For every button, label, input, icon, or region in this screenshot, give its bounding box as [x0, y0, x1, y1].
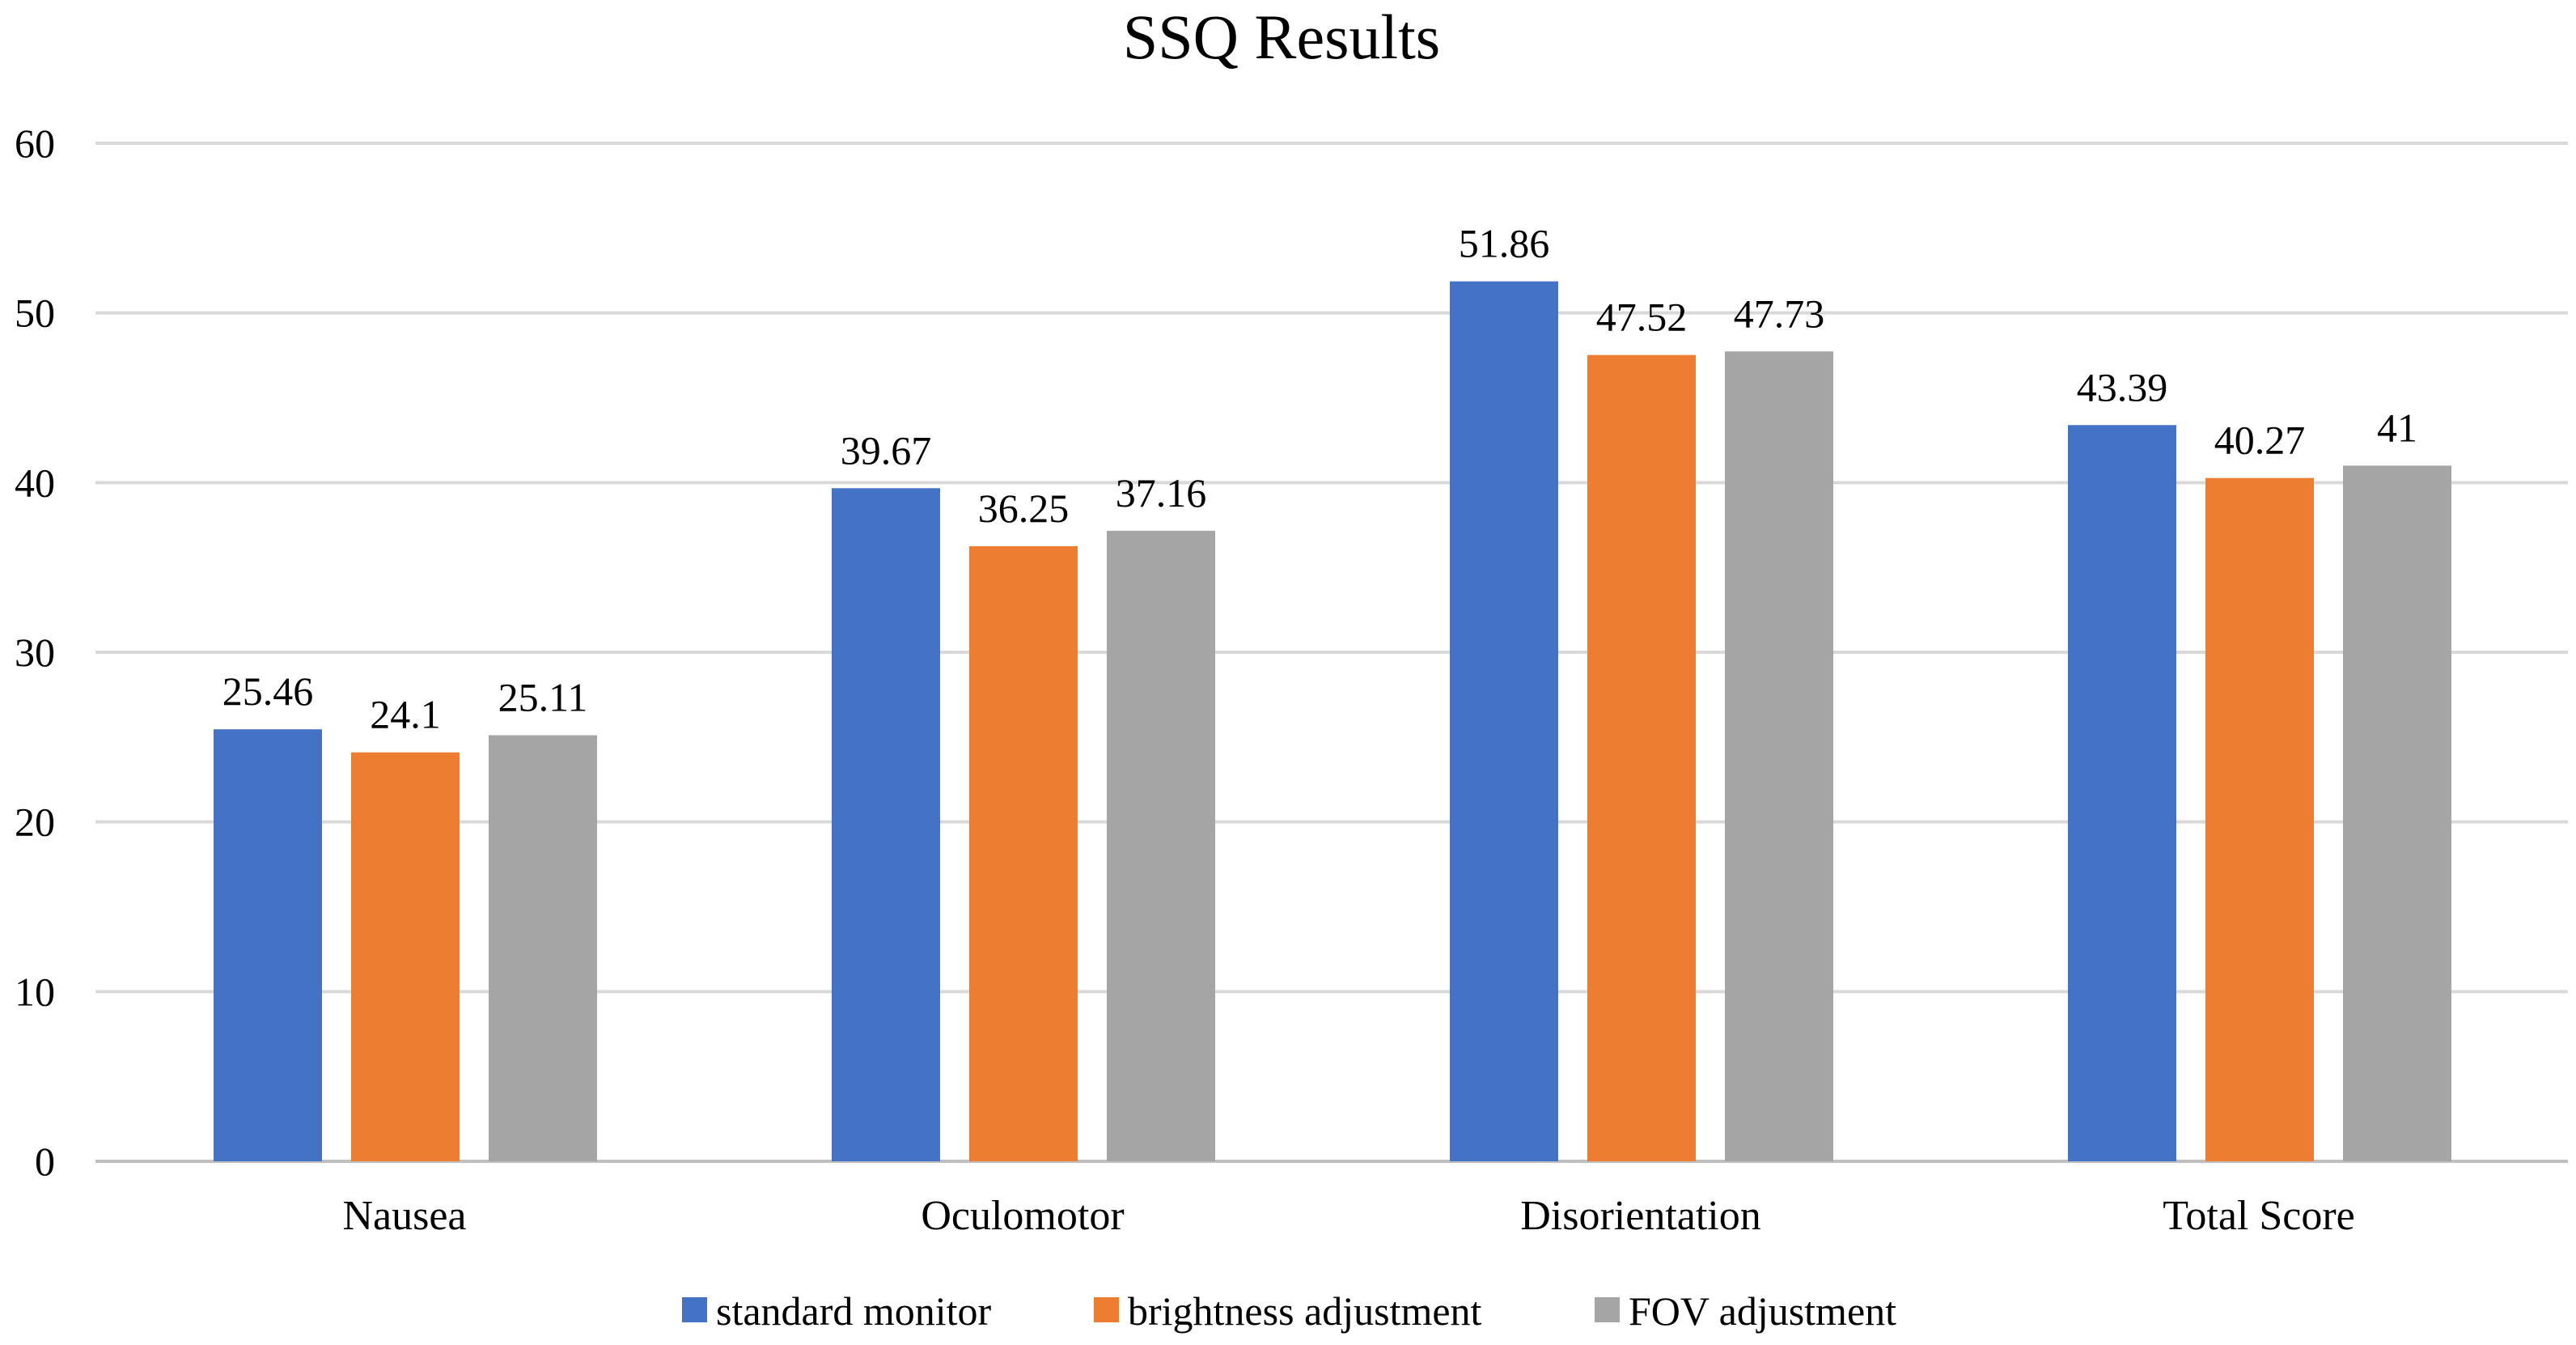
- bar: [351, 752, 460, 1161]
- gridlines: [95, 142, 2568, 1163]
- bar: [1107, 530, 1215, 1161]
- data-label: 25.11: [498, 675, 588, 720]
- y-tick-label: 40: [15, 460, 55, 505]
- y-tick-label: 10: [15, 969, 55, 1014]
- bars: [214, 281, 2451, 1161]
- bar: [832, 488, 940, 1161]
- y-tick-label: 20: [15, 800, 55, 845]
- data-label: 47.73: [1734, 291, 1825, 336]
- bar: [2205, 477, 2314, 1161]
- x-axis-categories: Nausea Oculomotor Disorientation Total Scor…: [342, 1193, 2354, 1239]
- legend-label: standard monitor: [716, 1288, 992, 1334]
- legend: standard monitor brightness adjustment FOV…: [682, 1288, 1896, 1334]
- data-label: 36.25: [978, 486, 1070, 531]
- legend-label: brightness adjustment: [1128, 1288, 1482, 1334]
- data-label: 51.86: [1459, 221, 1550, 266]
- x-category-label: Nausea: [342, 1193, 466, 1239]
- data-label: 47.52: [1596, 295, 1688, 340]
- legend-swatch: [1595, 1297, 1620, 1322]
- y-axis-ticks: 0 10 20 30 40 50 60: [15, 121, 55, 1184]
- data-label: 39.67: [841, 427, 932, 473]
- data-labels: 25.46 24.1 25.11 39.67 36.25 37.16 51.86 47.52 4…: [222, 221, 2417, 737]
- legend-label: FOV adjustment: [1629, 1288, 1896, 1334]
- x-category-label: Disorientation: [1520, 1193, 1761, 1239]
- data-label: 37.16: [1116, 470, 1207, 516]
- data-label: 24.1: [370, 692, 441, 737]
- y-tick-label: 0: [35, 1139, 55, 1184]
- legend-swatch: [1094, 1297, 1119, 1322]
- x-category-label: Total Score: [2163, 1193, 2355, 1239]
- bar: [489, 735, 597, 1161]
- x-category-label: Oculomotor: [921, 1193, 1124, 1239]
- data-label: 40.27: [2214, 418, 2306, 463]
- data-label: 25.46: [222, 668, 314, 714]
- y-tick-label: 60: [15, 121, 55, 166]
- bar: [1450, 281, 1558, 1161]
- bar: [2343, 465, 2451, 1161]
- y-tick-label: 30: [15, 630, 55, 675]
- bar: [2068, 425, 2176, 1161]
- bar: [1725, 351, 1833, 1161]
- chart-title: SSQ Results: [1123, 2, 1440, 72]
- data-label: 41: [2377, 405, 2417, 450]
- data-label: 43.39: [2077, 364, 2168, 409]
- bar: [1587, 354, 1696, 1161]
- bar: [214, 729, 322, 1161]
- y-tick-label: 50: [15, 291, 55, 336]
- bar: [969, 545, 1078, 1161]
- legend-swatch: [682, 1297, 707, 1322]
